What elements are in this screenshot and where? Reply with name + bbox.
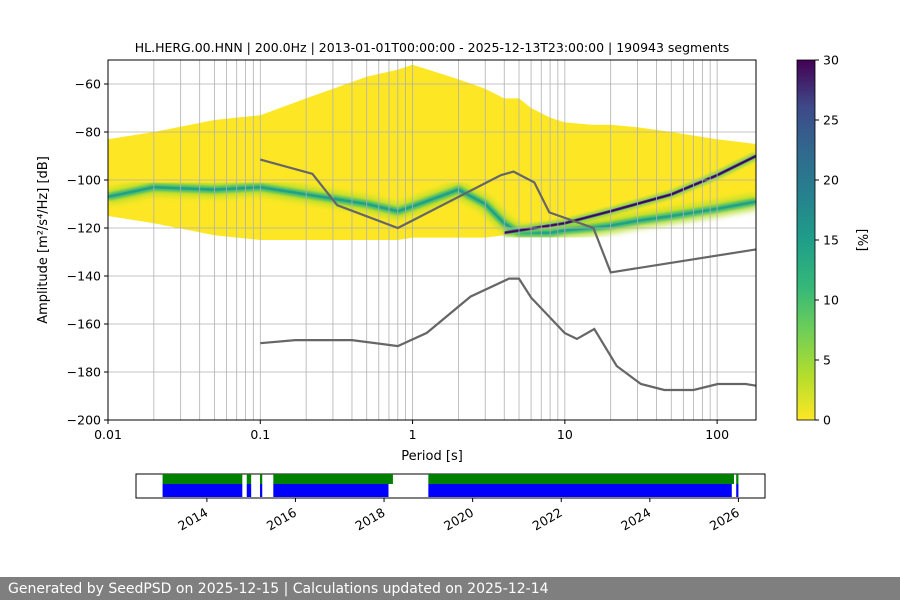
footer-text: Generated by SeedPSD on 2025-12-15 | Cal…	[8, 581, 549, 597]
timeline-tick-label: 2022	[530, 505, 565, 534]
processed-segment	[246, 484, 252, 497]
y-tick-label: −160	[67, 317, 101, 332]
x-axis: 0.01 0.1 1 10 100	[94, 420, 729, 442]
footer-bar: Generated by SeedPSD on 2025-12-15 | Cal…	[0, 577, 900, 600]
timeline-tick-label: 2018	[353, 505, 388, 534]
colorbar-label: [%]	[854, 229, 869, 252]
timeline-tick-label: 2014	[175, 505, 210, 534]
x-tick-label: 10	[557, 427, 573, 442]
y-tick-label: −180	[67, 365, 101, 380]
y-axis: −200 −180 −160 −140 −120 −100 −80 −60	[67, 77, 108, 428]
y-tick-label: −60	[75, 77, 101, 92]
processed-segment	[736, 484, 739, 497]
colorbar-tick-label: 20	[823, 173, 839, 188]
psd-plot-area	[108, 60, 756, 420]
high-noise-model-line	[260, 158, 756, 274]
y-tick-label: −80	[75, 125, 101, 140]
psd-secondary-band-core	[504, 155, 756, 234]
x-tick-label: 0.01	[94, 427, 122, 442]
x-tick-label: 100	[705, 427, 729, 442]
availability-segment	[246, 474, 252, 484]
availability-segment	[736, 474, 739, 484]
chart-title: HL.HERG.00.HNN | 200.0Hz | 2013-01-01T00…	[135, 40, 730, 55]
availability-segment	[273, 474, 393, 484]
x-tick-label: 0.1	[250, 427, 270, 442]
colorbar	[796, 59, 816, 421]
processed-segment	[273, 484, 389, 497]
timeline-tick-label: 2024	[618, 505, 653, 534]
y-tick-label: −120	[67, 221, 101, 236]
timeline-tick-label: 2016	[264, 505, 299, 534]
x-tick-label: 1	[409, 427, 417, 442]
timeline-segments	[162, 474, 739, 497]
timeline-tick-label: 2026	[707, 505, 742, 534]
psd-figure: HL.HERG.00.HNN | 200.0Hz | 2013-01-01T00…	[36, 40, 869, 534]
timeline-tick-label: 2020	[441, 505, 476, 534]
colorbar-tick-label: 5	[823, 353, 831, 368]
grid-lines	[108, 60, 756, 420]
timeline-axis: 2014 2016 2018 2020 2022 2024 2026	[175, 498, 742, 534]
colorbar-tick-label: 10	[823, 293, 839, 308]
colorbar-ticks: 0 5 10 15 20 25 30	[815, 53, 839, 428]
processed-segment	[162, 484, 243, 497]
colorbar-tick-label: 15	[823, 233, 839, 248]
colorbar-tick-label: 25	[823, 113, 839, 128]
y-tick-label: −100	[67, 173, 101, 188]
plot-frame	[107, 59, 757, 421]
y-tick-label: −140	[67, 269, 101, 284]
colorbar-tick-label: 0	[823, 413, 831, 428]
colorbar-tick-label: 30	[823, 53, 839, 68]
processed-segment	[260, 484, 263, 497]
x-axis-label: Period [s]	[401, 449, 463, 464]
availability-segment	[260, 474, 263, 484]
y-axis-label: Amplitude [m²/s⁴/Hz] [dB]	[36, 156, 51, 324]
low-noise-model-line	[260, 277, 756, 392]
availability-segment	[428, 474, 734, 484]
y-tick-label: −200	[67, 413, 101, 428]
availability-segment	[162, 474, 243, 484]
processed-segment	[428, 484, 732, 497]
